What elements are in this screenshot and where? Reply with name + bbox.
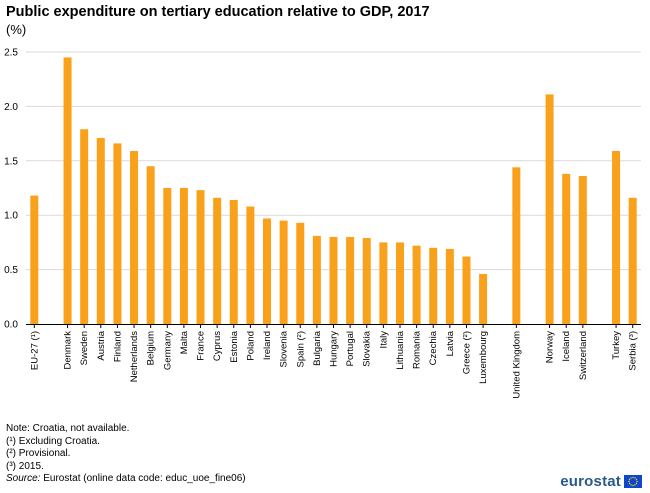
footnote-1: (¹) Excluding Croatia. [6, 435, 100, 447]
bar [163, 188, 172, 324]
x-tick-label: Estonia [229, 330, 240, 362]
x-tick-label: Cyprus [212, 331, 223, 361]
x-tick-label: Sweden [79, 331, 90, 365]
x-tick-label: Poland [245, 331, 256, 361]
bar [130, 151, 139, 324]
flag-background [624, 475, 642, 488]
bar [113, 143, 122, 324]
flag-star [628, 478, 631, 481]
x-tick-label: Latvia [445, 330, 456, 356]
x-tick-label: Norway [545, 331, 556, 363]
bar [329, 236, 338, 324]
x-tick-label: Netherlands [129, 331, 140, 382]
bar [246, 206, 255, 324]
bar [296, 222, 305, 324]
bar [445, 248, 454, 324]
bar [263, 218, 272, 324]
bar [578, 176, 587, 324]
flag-star [634, 484, 636, 486]
bar [429, 247, 438, 324]
x-tick-label: Serbia (³) [628, 331, 639, 371]
y-tick-label: 1.0 [4, 211, 18, 222]
source-label: Source: [6, 473, 41, 485]
bar [479, 273, 488, 324]
flag-star [634, 477, 636, 479]
source-line: Source: Eurostat (online data code: educ… [6, 473, 246, 486]
x-tick-label: Iceland [561, 331, 572, 362]
x-tick-label: Portugal [345, 331, 356, 366]
x-tick-label: EU-27 (¹) [29, 331, 40, 370]
x-tick-label: Slovenia [279, 330, 290, 367]
bar [512, 167, 521, 324]
bar [562, 173, 571, 324]
bar [63, 57, 72, 324]
flag-star [630, 477, 632, 479]
y-tick-label: 1.5 [4, 156, 18, 167]
x-tick-label: Lithuania [395, 330, 406, 369]
bar [412, 245, 421, 324]
x-tick-label: Luxembourg [478, 331, 489, 384]
bar [545, 94, 554, 324]
footnote-3: (³) 2015. [6, 460, 44, 472]
flag-star [635, 478, 638, 481]
bar [30, 195, 39, 324]
footnote-2: (²) Provisional. [6, 448, 71, 460]
flag-star [628, 480, 630, 483]
y-tick-label: 2.5 [4, 48, 18, 59]
unit-label: (%) [6, 22, 27, 37]
flag-star [632, 484, 634, 487]
y-tick-label: 0.0 [4, 320, 18, 331]
x-tick-label: Ireland [262, 331, 273, 360]
bar [379, 242, 388, 324]
x-tick-label: Denmark [63, 331, 74, 370]
bar [279, 220, 288, 324]
bar [362, 238, 371, 324]
flag-star [632, 476, 634, 479]
footnotes: Note: Croatia, not available. (¹) Exclud… [6, 423, 246, 486]
flag-star [630, 484, 632, 486]
chart-title: Public expenditure on tertiary education… [6, 4, 430, 20]
bar [146, 166, 155, 324]
bar [346, 236, 355, 324]
eu-flag-icon [624, 475, 642, 488]
bar [612, 151, 621, 324]
x-tick-label: Finland [112, 331, 123, 362]
bar [462, 256, 471, 324]
x-tick-label: Switzerland [578, 331, 589, 380]
note-line: Note: Croatia, not available. [6, 423, 130, 434]
bar [80, 129, 89, 324]
x-tick-label: Bulgaria [312, 330, 323, 366]
x-tick-label: Hungary [329, 331, 340, 367]
x-tick-label: Austria [96, 330, 107, 360]
x-tick-label: Belgium [146, 331, 157, 365]
x-tick-label: France [196, 331, 207, 361]
bar [96, 137, 105, 324]
flag-star [635, 482, 638, 485]
flag-star [628, 482, 631, 485]
x-tick-label: Germany [162, 331, 173, 370]
flag-star [636, 480, 638, 483]
x-tick-label: Czechia [428, 330, 439, 365]
y-tick-label: 0.5 [4, 265, 18, 276]
x-tick-label: United Kingdom [511, 331, 522, 399]
y-tick-label: 2.0 [4, 102, 18, 113]
bar-chart: 0.0 0.5 1.0 1.5 2.0 2.5 EU-27 (¹) Denmark Sweden… [4, 48, 641, 399]
bar [213, 197, 222, 324]
bar [229, 199, 238, 324]
x-tick-label: Italy [378, 331, 389, 349]
x-tick-label: Turkey [611, 331, 622, 360]
x-tick-label: Malta [179, 330, 190, 354]
logo-text: eurostat [560, 473, 621, 490]
bar [628, 197, 637, 324]
eurostat-logo[interactable]: eurostat [560, 473, 642, 490]
bar [395, 242, 404, 324]
bar [312, 235, 321, 324]
x-tick-label: Greece (²) [461, 331, 472, 374]
x-tick-label: Spain (²) [295, 331, 306, 367]
x-tick-label: Romania [412, 330, 423, 369]
bar [196, 190, 205, 324]
bar [179, 188, 188, 324]
source-text: Eurostat (online data code: educ_uoe_fin… [40, 473, 246, 485]
x-tick-label: Slovakia [362, 330, 373, 367]
